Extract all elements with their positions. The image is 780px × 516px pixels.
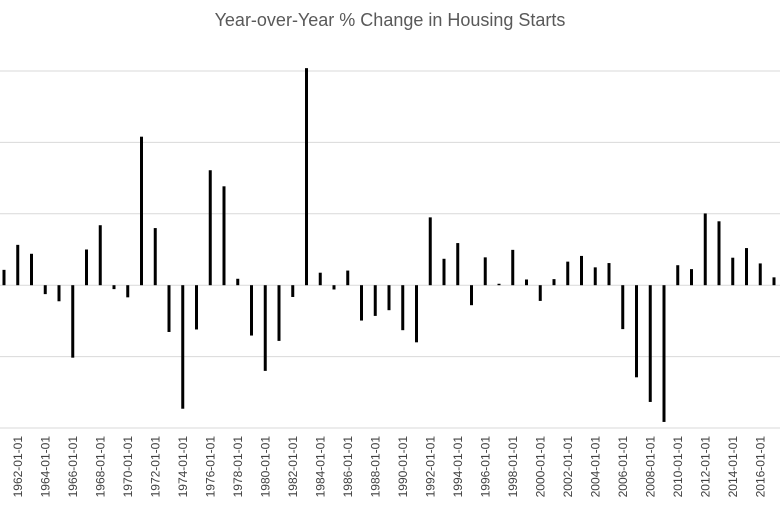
bar-2016-01-01 [758, 263, 762, 286]
bars [2, 68, 776, 422]
x-tick-label: 2004-01-01 [588, 436, 602, 498]
x-tick-label: 1962-01-01 [11, 436, 25, 498]
bar-1985-01-01 [332, 285, 336, 290]
bar-2008-01-01 [648, 285, 652, 402]
bar-2006-01-01 [621, 285, 625, 330]
x-tick-label: 1974-01-01 [176, 436, 190, 498]
bar-1970-01-01 [126, 285, 130, 298]
bar-1989-01-01 [387, 285, 391, 311]
bar-1990-01-01 [401, 285, 405, 331]
bar-1994-01-01 [456, 243, 460, 286]
x-tick-label: 1990-01-01 [396, 436, 410, 498]
x-tick-label: 1992-01-01 [423, 436, 437, 498]
bar-1988-01-01 [373, 285, 377, 316]
x-tick-label: 1966-01-01 [66, 436, 80, 498]
chart-title: Year-over-Year % Change in Housing Start… [214, 10, 566, 30]
x-tick-label: 2016-01-01 [753, 436, 767, 498]
bar-1975-01-01 [195, 285, 198, 330]
x-tick-label: 1972-01-01 [148, 436, 162, 498]
bar-1999-01-01 [525, 279, 528, 286]
bar-2007-01-01 [635, 285, 638, 378]
x-tick-label: 1996-01-01 [478, 436, 492, 498]
bar-2004-01-01 [593, 267, 597, 286]
bar-2013-01-01 [717, 221, 721, 286]
bar-2010-01-01 [676, 265, 680, 286]
bar-1983-01-01 [305, 68, 308, 286]
bar-1984-01-01 [318, 272, 322, 286]
x-tick-label: 2002-01-01 [561, 436, 575, 498]
x-tick-label: 2006-01-01 [616, 436, 630, 498]
bar-1997-01-01 [497, 283, 501, 286]
bar-1981-01-01 [277, 285, 281, 341]
bar-1962-01-01 [16, 244, 20, 286]
x-tick-label: 1964-01-01 [38, 436, 52, 498]
x-tick-label: 2012-01-01 [698, 436, 712, 498]
bar-2003-01-01 [580, 255, 583, 286]
bar-1967-01-01 [85, 249, 88, 286]
bar-1966-01-01 [71, 285, 75, 358]
x-tick-label: 2010-01-01 [671, 436, 685, 498]
bar-2011-01-01 [690, 269, 693, 286]
x-tick-label: 2000-01-01 [533, 436, 547, 498]
bar-1993-01-01 [442, 258, 446, 286]
x-tick-label: 1988-01-01 [368, 436, 382, 498]
x-tick-label: 1968-01-01 [93, 436, 107, 498]
x-tick-label: 1982-01-01 [286, 436, 300, 498]
x-tick-label: 1994-01-01 [451, 436, 465, 498]
bar-2014-01-01 [731, 257, 735, 286]
bar-1992-01-01 [428, 217, 432, 286]
bar-2002-01-01 [566, 261, 570, 286]
bar-1971-01-01 [140, 136, 143, 286]
bar-1978-01-01 [236, 278, 240, 286]
bar-1996-01-01 [483, 257, 487, 286]
x-tick-label: 1978-01-01 [231, 436, 245, 498]
bar-2001-01-01 [552, 279, 556, 286]
bar-1964-01-01 [43, 285, 47, 295]
bar-2017-01-01 [772, 277, 776, 286]
bar-1965-01-01 [57, 285, 61, 302]
bar-2012-01-01 [703, 213, 707, 286]
bar-2009-01-01 [662, 285, 666, 422]
bar-1986-01-01 [346, 270, 350, 286]
bar-1972-01-01 [153, 228, 157, 286]
x-tick-label: 2008-01-01 [643, 436, 657, 498]
bar-1977-01-01 [222, 186, 226, 286]
x-tick-label: 1976-01-01 [203, 436, 217, 498]
bar-1982-01-01 [291, 285, 295, 297]
bar-1968-01-01 [98, 225, 102, 286]
bar-1969-01-01 [112, 285, 116, 290]
x-tick-label: 1986-01-01 [341, 436, 355, 498]
bar-1979-01-01 [250, 285, 253, 336]
bar-2015-01-01 [745, 248, 748, 286]
bar-1987-01-01 [360, 285, 363, 321]
bar-1961-01-01 [2, 269, 6, 286]
bar-1980-01-01 [263, 285, 267, 371]
bar-2000-01-01 [538, 285, 542, 301]
bar-2005-01-01 [607, 263, 611, 286]
bar-1974-01-01 [181, 285, 185, 409]
x-tick-label: 1970-01-01 [121, 436, 135, 498]
x-tick-label: 1998-01-01 [506, 436, 520, 498]
bar-1991-01-01 [415, 285, 418, 343]
bar-1973-01-01 [167, 285, 171, 332]
x-tick-label: 1980-01-01 [258, 436, 272, 498]
x-tick-label: 2014-01-01 [726, 436, 740, 498]
bar-1963-01-01 [30, 253, 33, 286]
bar-1998-01-01 [511, 249, 515, 286]
bar-1995-01-01 [470, 285, 473, 306]
x-tick-label: 1984-01-01 [313, 436, 327, 498]
bar-1976-01-01 [208, 170, 212, 286]
x-axis-ticks: 1962-01-01 1964-01-01 1966-01-01 1968-01-01… [11, 436, 768, 498]
